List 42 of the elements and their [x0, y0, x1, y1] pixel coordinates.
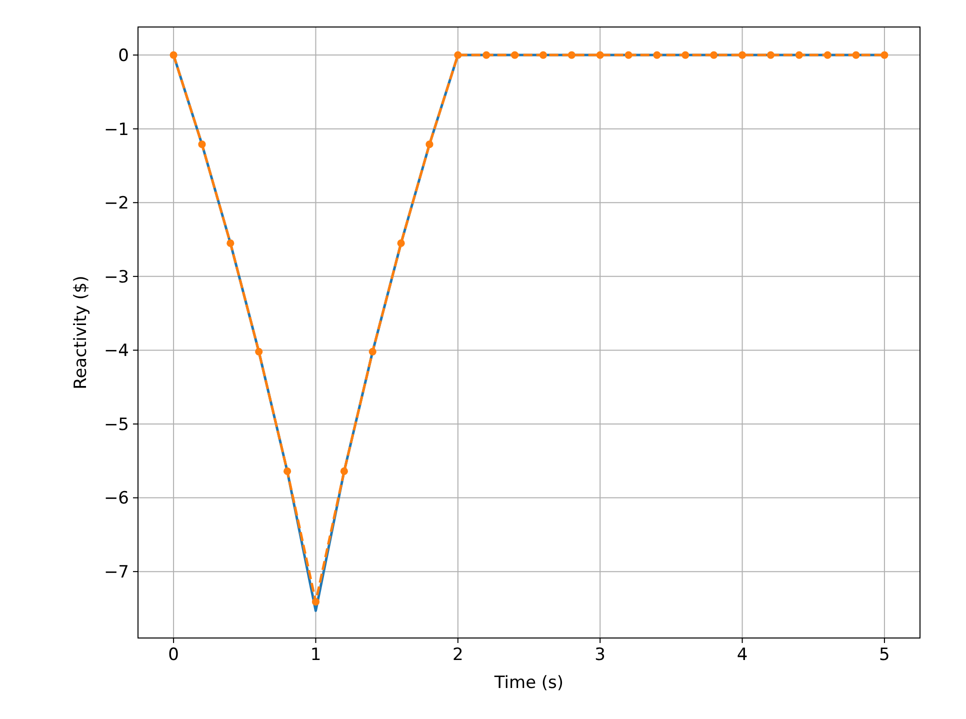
x-tick-label: 0: [168, 645, 179, 665]
y-tick-label: −7: [104, 562, 129, 583]
x-tick-label: 1: [310, 645, 322, 665]
point: [170, 51, 178, 59]
point: [624, 51, 632, 59]
y-tick-label: −6: [104, 488, 129, 509]
point: [596, 51, 604, 59]
point: [283, 467, 292, 476]
y-axis-title: Reactivity ($): [71, 276, 91, 390]
point: [682, 51, 690, 59]
y-tick-label: −3: [104, 267, 129, 288]
point: [397, 239, 405, 248]
point: [766, 51, 775, 59]
point: [710, 51, 718, 59]
point: [795, 51, 803, 59]
point: [340, 467, 348, 476]
point: [653, 51, 661, 59]
x-axis-title: Time (s): [493, 673, 564, 693]
y-tick-label: −5: [104, 414, 129, 435]
y-tick-label: −1: [104, 120, 129, 140]
point: [426, 140, 434, 148]
point: [738, 51, 746, 59]
point: [312, 598, 320, 606]
y-tick-label: 0: [118, 46, 129, 66]
point: [482, 51, 490, 59]
point: [568, 51, 576, 59]
y-tick-label: −2: [104, 194, 129, 214]
point: [510, 51, 519, 59]
point: [824, 51, 832, 59]
point: [368, 348, 376, 356]
point: [226, 239, 234, 248]
x-tick-label: 3: [594, 645, 606, 665]
x-tick-label: 5: [879, 645, 890, 665]
point: [852, 51, 860, 59]
point: [255, 348, 263, 356]
point: [454, 51, 462, 59]
point: [198, 140, 206, 148]
point: [880, 51, 888, 59]
point: [539, 51, 548, 59]
x-tick-label: 4: [736, 645, 748, 665]
x-tick-label: 2: [452, 645, 464, 665]
y-tick-label: −4: [104, 341, 129, 362]
